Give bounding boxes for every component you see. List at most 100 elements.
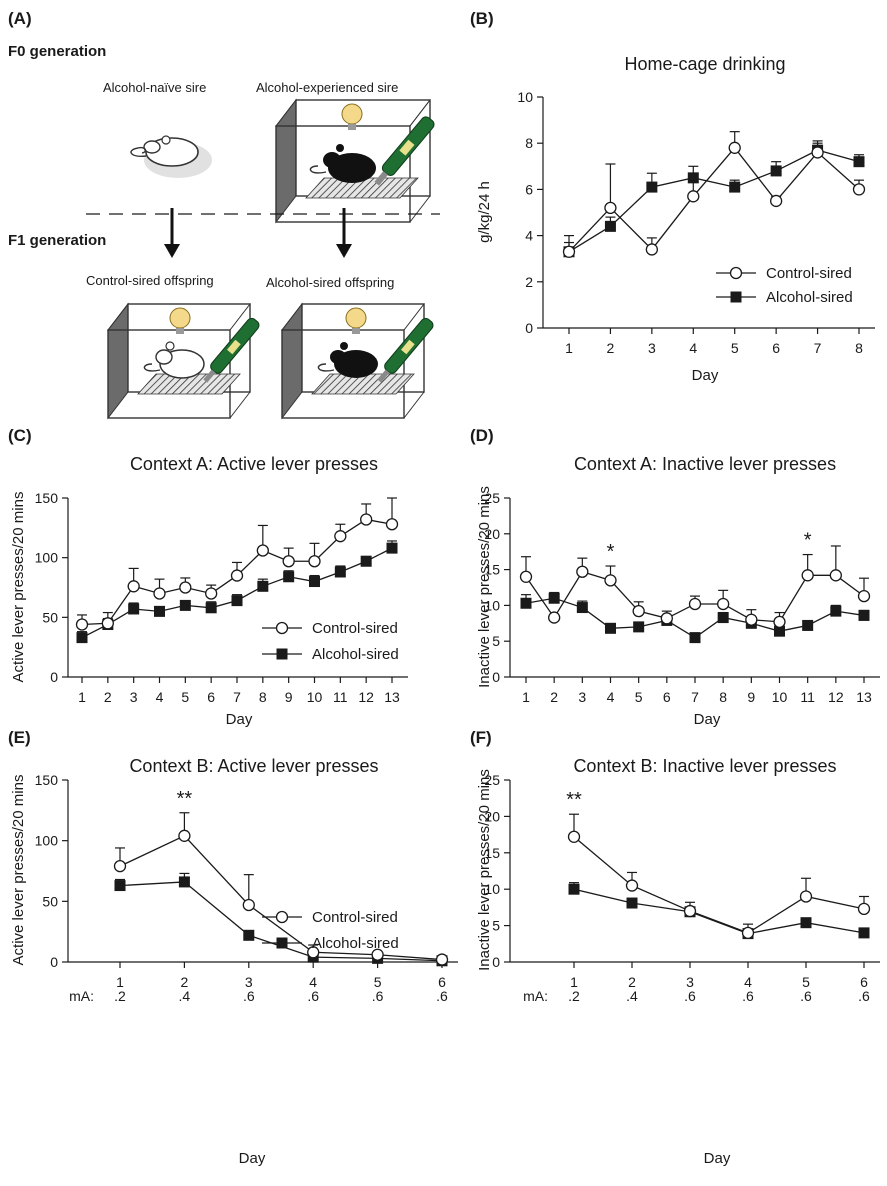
- x-tick-label: 8: [855, 340, 863, 356]
- x-tick-label: 9: [285, 689, 293, 705]
- significance-marker: *: [804, 530, 812, 552]
- f1-generation-label: F1 generation: [8, 232, 106, 249]
- series-line: [568, 149, 860, 253]
- chart-title: Context A: Inactive lever presses: [574, 454, 836, 474]
- naive-sire-rat-icon: [130, 135, 212, 178]
- x-tick-label: 5: [731, 340, 739, 356]
- x-tick-label: 3: [578, 689, 586, 705]
- x-tick-label: 4: [744, 974, 752, 990]
- y-axis-label: g/kg/24 h: [476, 181, 493, 243]
- data-point: [230, 569, 244, 582]
- legend-label: Alcohol-sired: [312, 935, 399, 952]
- x-tick-label: 8: [259, 689, 267, 705]
- data-point: [283, 571, 295, 583]
- x-axis-label: Day: [694, 711, 721, 728]
- data-point: [179, 581, 192, 594]
- y-tick-label: 2: [525, 274, 533, 290]
- data-point: [717, 612, 729, 624]
- y-axis-label: Active lever presses/20 mins: [10, 492, 27, 683]
- x-axis-label: Day: [226, 711, 253, 728]
- panel-letter: (D): [470, 426, 494, 445]
- x-tick-label: 1: [522, 689, 530, 705]
- data-point: [857, 902, 871, 916]
- data-point: [334, 530, 347, 543]
- data-point: [853, 156, 865, 168]
- x-axis-label: Day: [692, 367, 719, 384]
- data-point: [548, 592, 560, 604]
- data-point: [179, 599, 191, 611]
- y-tick-label: 10: [484, 597, 500, 613]
- control-offspring-cage-icon: [106, 302, 260, 420]
- data-point: [128, 603, 140, 615]
- data-point: [660, 612, 673, 625]
- series-alcohol-sired: [563, 142, 865, 258]
- y-tick-label: 50: [42, 609, 58, 625]
- data-point: [799, 890, 813, 903]
- data-point: [688, 597, 702, 611]
- data-point: [178, 876, 190, 888]
- control-offspring-label: Control-sired offspring: [86, 273, 214, 288]
- data-point: [127, 580, 140, 593]
- legend: Control-sired Alcohol-sired: [262, 620, 399, 663]
- chart-title: Context B: Active lever presses: [129, 756, 378, 776]
- x-tick-label: 5: [181, 689, 189, 705]
- data-point: [257, 580, 269, 592]
- x-axis-label: Day: [239, 1150, 266, 1167]
- data-point: [562, 245, 576, 258]
- x-tick-label: 10: [307, 689, 323, 705]
- series-control-sired: [567, 813, 871, 940]
- series-line: [573, 836, 865, 934]
- data-point: [625, 879, 639, 892]
- legend-label: Alcohol-sired: [312, 646, 399, 663]
- panel-letter: (E): [8, 728, 31, 747]
- legend-marker: [730, 291, 742, 303]
- data-point: [857, 589, 871, 603]
- x-tick-label: 1: [116, 974, 124, 990]
- x-tick-label: 13: [384, 689, 400, 705]
- x-tick-label: 11: [800, 689, 815, 705]
- ma-value-label: .6: [436, 988, 448, 1004]
- x-tick-label: 7: [233, 689, 241, 705]
- alcohol-offspring-cage-icon: [280, 302, 434, 420]
- data-point: [646, 181, 658, 193]
- x-tick-label: 9: [747, 689, 755, 705]
- data-point: [645, 243, 659, 256]
- chart-panel-4: (D) Context A: Inactive lever presses 0 5 10…: [470, 426, 880, 728]
- x-tick-label: 5: [635, 689, 643, 705]
- legend-marker: [276, 937, 288, 949]
- chart-panel-3: (C) Context A: Active lever presses 0 50 100…: [8, 426, 408, 728]
- legend-marker: [276, 648, 288, 660]
- data-point: [101, 617, 114, 630]
- legend: Control-sired Alcohol-sired: [716, 265, 853, 306]
- x-tick-label: 2: [607, 340, 615, 356]
- legend-label: Control-sired: [312, 620, 398, 637]
- data-point: [256, 544, 269, 557]
- data-point: [576, 602, 588, 614]
- x-tick-label: 4: [309, 974, 317, 990]
- y-tick-label: 5: [492, 633, 500, 649]
- panel-a-letter: (A): [8, 9, 32, 28]
- data-point: [728, 141, 741, 154]
- x-tick-label: 4: [689, 340, 697, 356]
- data-point: [773, 615, 786, 629]
- experienced-sire-cage-icon: [274, 98, 435, 224]
- ma-value-label: .2: [568, 988, 580, 1004]
- series-control-sired: [519, 545, 871, 629]
- data-point: [385, 518, 399, 531]
- x-tick-label: 3: [648, 340, 656, 356]
- ma-value-label: .4: [179, 988, 191, 1004]
- alcohol-offspring-label: Alcohol-sired offspring: [266, 275, 394, 290]
- data-point: [76, 632, 88, 644]
- data-point: [689, 632, 701, 644]
- y-tick-label: 0: [492, 669, 500, 685]
- inheritance-arrow-left-icon: [164, 208, 180, 258]
- y-tick-label: 100: [35, 833, 59, 849]
- data-point: [568, 883, 580, 895]
- y-tick-label: 10: [484, 881, 500, 897]
- series-line: [573, 888, 865, 935]
- data-point: [604, 574, 617, 587]
- x-tick-label: 1: [570, 974, 578, 990]
- chart-title: Context B: Inactive lever presses: [573, 756, 836, 776]
